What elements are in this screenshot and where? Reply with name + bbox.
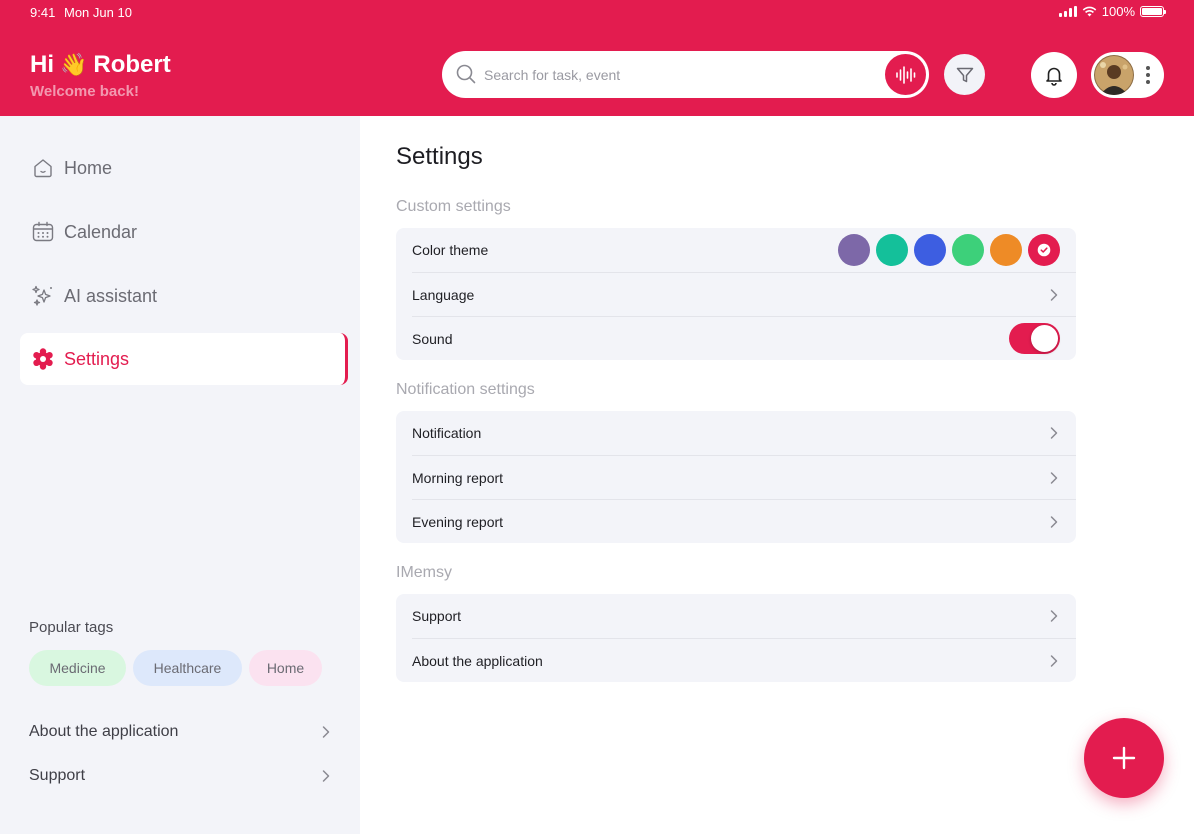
section-title-notification: Notification settings bbox=[396, 381, 535, 398]
sidebar-link-about[interactable]: About the application bbox=[29, 720, 334, 744]
more-vertical-icon[interactable] bbox=[1144, 64, 1152, 86]
chevron-right-icon bbox=[1050, 655, 1058, 667]
settings-group-imemsy: Support About the application bbox=[396, 594, 1076, 682]
chevron-right-icon bbox=[1050, 516, 1058, 528]
color-swatch-purple[interactable] bbox=[838, 234, 870, 266]
sidebar-link-label: About the application bbox=[29, 723, 179, 740]
status-bar: 9:41 Mon Jun 10 100% bbox=[0, 0, 1194, 24]
color-swatch-blue[interactable] bbox=[914, 234, 946, 266]
status-time: 9:41 bbox=[30, 5, 56, 20]
sidebar-item-settings[interactable]: Settings bbox=[20, 333, 348, 385]
color-swatch-orange[interactable] bbox=[990, 234, 1022, 266]
battery-percent: 100% bbox=[1101, 4, 1135, 19]
chevron-right-icon bbox=[1050, 289, 1058, 301]
sidebar-item-label: AI assistant bbox=[64, 285, 158, 306]
add-button[interactable] bbox=[1084, 718, 1164, 798]
chevron-right-icon bbox=[1050, 472, 1058, 484]
profile-menu[interactable] bbox=[1091, 52, 1164, 98]
sidebar-item-label: Home bbox=[64, 157, 113, 178]
sidebar-item-label: Settings bbox=[64, 348, 130, 369]
popular-tags-title: Popular tags bbox=[29, 619, 114, 636]
tag-healthcare[interactable]: Healthcare bbox=[133, 650, 242, 686]
color-swatch-teal[interactable] bbox=[876, 234, 908, 266]
search-bar[interactable] bbox=[442, 51, 929, 98]
greeting: Hi 👋 Robert bbox=[30, 51, 171, 79]
home-icon bbox=[31, 156, 55, 180]
settings-row-language[interactable]: Language bbox=[412, 272, 1076, 316]
toggle-knob bbox=[1031, 325, 1058, 352]
settings-row-label: Sound bbox=[412, 330, 453, 347]
settings-row-label: Notification bbox=[412, 425, 482, 441]
settings-row-label: Language bbox=[412, 286, 475, 303]
sidebar-item-ai-assistant[interactable]: AI assistant bbox=[20, 270, 348, 322]
wifi-icon bbox=[1082, 6, 1097, 17]
avatar-image bbox=[1094, 55, 1134, 95]
chevron-right-icon bbox=[1050, 610, 1058, 622]
check-circle-icon bbox=[1037, 243, 1051, 257]
color-theme-picker bbox=[838, 234, 1060, 266]
user-name: Robert bbox=[93, 51, 171, 78]
app-header: 9:41 Mon Jun 10 100% Hi 👋 Robert Welcome… bbox=[0, 0, 1194, 116]
sidebar-item-home[interactable]: Home bbox=[20, 142, 348, 194]
sound-toggle[interactable] bbox=[1009, 323, 1060, 354]
chevron-right-icon bbox=[322, 726, 330, 738]
plus-icon bbox=[1112, 746, 1136, 770]
settings-row-evening-report[interactable]: Evening report bbox=[412, 499, 1076, 543]
search-input[interactable] bbox=[484, 63, 864, 87]
settings-row-label: Color theme bbox=[412, 242, 489, 258]
chevron-right-icon bbox=[322, 770, 330, 782]
notifications-button[interactable] bbox=[1031, 52, 1077, 98]
battery-icon bbox=[1140, 6, 1166, 17]
tag-home[interactable]: Home bbox=[249, 650, 322, 686]
welcome-text: Welcome back! bbox=[30, 83, 139, 100]
settings-row-support[interactable]: Support bbox=[396, 594, 1076, 638]
sidebar-link-label: Support bbox=[29, 767, 86, 784]
settings-row-morning-report[interactable]: Morning report bbox=[412, 455, 1076, 499]
color-swatch-green[interactable] bbox=[952, 234, 984, 266]
chevron-right-icon bbox=[1050, 427, 1058, 439]
settings-row-sound: Sound bbox=[412, 316, 1076, 360]
settings-row-notification[interactable]: Notification bbox=[396, 411, 1076, 455]
bell-icon bbox=[1046, 67, 1062, 86]
avatar[interactable] bbox=[1094, 55, 1134, 95]
filter-icon bbox=[956, 67, 973, 82]
section-title-imemsy: IMemsy bbox=[396, 564, 452, 581]
settings-group-notification: Notification Morning report Evening repo… bbox=[396, 411, 1076, 543]
settings-row-color-theme: Color theme bbox=[396, 228, 1076, 272]
page-title: Settings bbox=[396, 143, 483, 170]
search-icon bbox=[456, 64, 476, 84]
filter-button[interactable] bbox=[944, 54, 985, 95]
color-swatch-red-selected[interactable] bbox=[1028, 234, 1060, 266]
settings-row-label: Morning report bbox=[412, 469, 504, 486]
sidebar: Home Calendar AI assistant Settings Popu… bbox=[0, 116, 360, 834]
settings-row-label: About the application bbox=[412, 652, 543, 669]
section-title-custom: Custom settings bbox=[396, 198, 511, 215]
sparkles-icon bbox=[31, 284, 55, 308]
calendar-icon bbox=[31, 220, 55, 244]
voice-search-button[interactable] bbox=[885, 54, 926, 95]
sidebar-item-calendar[interactable]: Calendar bbox=[20, 206, 348, 258]
status-date: Mon Jun 10 bbox=[64, 5, 132, 20]
waving-hand-icon: 👋 bbox=[60, 52, 88, 77]
settings-row-label: Support bbox=[412, 608, 462, 624]
settings-group-custom: Color theme Language Sound bbox=[396, 228, 1076, 360]
settings-row-about[interactable]: About the application bbox=[412, 638, 1076, 682]
settings-row-label: Evening report bbox=[412, 513, 504, 530]
sidebar-item-label: Calendar bbox=[64, 221, 138, 242]
greeting-hi: Hi bbox=[30, 51, 54, 78]
sidebar-link-support[interactable]: Support bbox=[29, 764, 334, 788]
gear-icon bbox=[31, 347, 55, 371]
status-indicators: 100% bbox=[1058, 4, 1166, 19]
signal-icon bbox=[1058, 6, 1077, 17]
tag-medicine[interactable]: Medicine bbox=[29, 650, 126, 686]
voice-wave-icon bbox=[895, 65, 915, 84]
